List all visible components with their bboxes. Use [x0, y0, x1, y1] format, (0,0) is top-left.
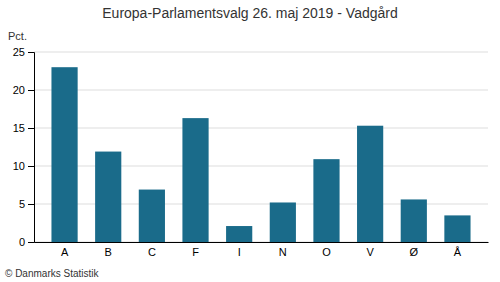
y-tick-label: 10 [13, 160, 25, 172]
bar [226, 226, 252, 242]
y-tick: 10 [13, 160, 34, 172]
y-tick-label: 20 [13, 84, 25, 96]
y-tick: 5 [19, 198, 34, 210]
x-tick-label: B [105, 246, 112, 258]
y-axis-label: Pct. [8, 30, 27, 42]
x-tick: B [105, 246, 112, 258]
bars [51, 67, 470, 242]
y-tick: 25 [13, 46, 34, 58]
x-tick: O [322, 246, 331, 258]
grid-line [34, 90, 488, 91]
x-tick-label: F [192, 246, 199, 258]
x-tick-label: O [322, 246, 331, 258]
y-axis: 0 5 10 15 20 25 [13, 46, 35, 248]
title: Europa-Parlamentsvalg 26. maj 2019 - Vad… [102, 5, 397, 21]
y-tick-label: 0 [19, 236, 25, 248]
y-tick-label: 25 [13, 46, 25, 58]
x-tick: V [366, 246, 374, 258]
x-tick-label: Ø [410, 246, 419, 258]
bar [357, 126, 383, 242]
y-tick: 0 [19, 236, 34, 248]
bar [95, 152, 121, 242]
x-axis-line [35, 242, 489, 243]
x-tick-label: N [279, 246, 287, 258]
y-tick: 20 [13, 84, 34, 96]
x-tick: C [148, 246, 156, 258]
y-tick: 15 [13, 122, 34, 134]
y-tick-label: 5 [19, 198, 25, 210]
x-axis: ABCFINOVØÅ [35, 243, 489, 258]
y-tick-label: 15 [13, 122, 25, 134]
x-tick-label: V [366, 246, 374, 258]
x-tick-label: I [238, 246, 241, 258]
bar [139, 190, 165, 242]
grid [34, 52, 488, 242]
grid-line [34, 128, 488, 129]
bar [313, 159, 339, 242]
y-tick-mark [28, 242, 34, 243]
y-axis-line [28, 53, 35, 243]
bar [444, 215, 470, 242]
bar [401, 199, 427, 242]
bar [270, 202, 296, 242]
x-tick: A [61, 246, 69, 258]
x-tick-label: A [61, 246, 69, 258]
x-tick: Ø [410, 246, 419, 258]
grid-line [34, 52, 488, 53]
bar [51, 67, 77, 242]
x-tick: I [238, 246, 241, 258]
x-tick-label: Å [454, 246, 462, 258]
x-tick: F [192, 246, 199, 258]
chart-container: Europa-Parlamentsvalg 26. maj 2019 - Vad… [0, 0, 500, 282]
y-tick-mark [28, 166, 34, 167]
bar [182, 118, 208, 242]
y-tick-mark [28, 52, 34, 53]
x-tick-label: C [148, 246, 156, 258]
footer: © Danmarks Statistik [5, 268, 100, 279]
y-tick-mark [28, 204, 34, 205]
x-tick: Å [454, 246, 462, 258]
x-tick: N [279, 246, 287, 258]
y-tick-mark [28, 128, 34, 129]
y-tick-mark [28, 90, 34, 91]
plot-area: 0 5 10 15 20 25 A B C F I N O V Ø Å [13, 46, 489, 258]
chart-svg: Europa-Parlamentsvalg 26. maj 2019 - Vad… [0, 0, 500, 282]
